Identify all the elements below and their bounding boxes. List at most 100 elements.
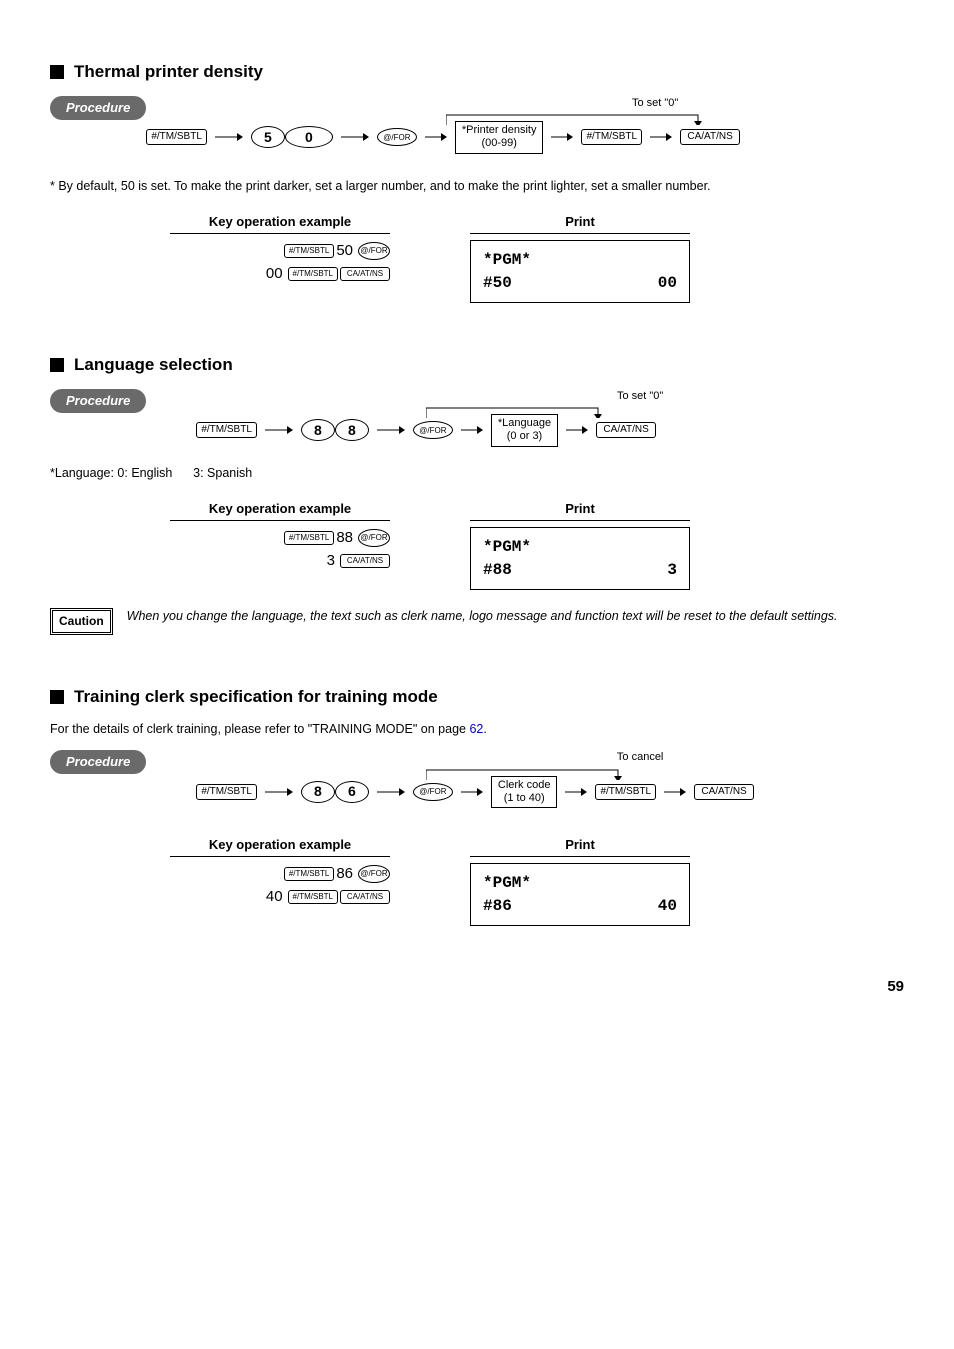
keyop-header: Key operation example [170, 213, 390, 234]
print-header: Print [470, 213, 690, 234]
key-caatns: CA/AT/NS [340, 267, 390, 281]
section-title: Training clerk specification for trainin… [50, 685, 904, 709]
key-for: @/FOR [358, 242, 390, 260]
key-for: @/FOR [413, 783, 453, 801]
keyop-lines: #/TM/SBTL 88 @/FOR 3 CA/AT/NS [170, 527, 390, 571]
to-set-label: To set "0" [406, 96, 904, 111]
value-box: *Language (0 or 3) [491, 414, 558, 446]
flow-diagram: #/TM/SBTL 5 0 @/FOR *Printer density (00… [146, 121, 904, 153]
key-tmsbtl: #/TM/SBTL [196, 422, 257, 438]
key-for: @/FOR [358, 529, 390, 547]
arrow-icon [257, 425, 301, 435]
arrow-icon [207, 132, 251, 142]
subnote-a: For the details of clerk training, pleas… [50, 722, 469, 736]
keyop-num: 40 [266, 886, 283, 907]
print-val: 3 [667, 559, 677, 581]
flow-diagram: #/TM/SBTL 8 8 @/FOR *Language (0 or 3) C… [196, 414, 904, 446]
value-box: Clerk code (1 to 40) [491, 776, 558, 808]
section-language: Language selection Procedure To set "0" … [50, 353, 904, 635]
keyop-num: 88 [336, 527, 353, 548]
value-box-l2: (00-99) [481, 137, 516, 149]
example-row: Key operation example #/TM/SBTL 86 @/FOR… [170, 836, 904, 926]
arrow-icon [417, 132, 455, 142]
key-tmsbtl: #/TM/SBTL [284, 531, 334, 545]
example-row: Key operation example #/TM/SBTL 50 @/FOR… [170, 213, 904, 303]
print-receipt: *PGM* #50 00 [470, 240, 690, 303]
print-val: 00 [658, 272, 677, 294]
print-val: 40 [658, 895, 677, 917]
section-thermal: Thermal printer density Procedure To set… [50, 60, 904, 303]
key-tmsbtl: #/TM/SBTL [595, 784, 656, 800]
language-note: *Language: 0: English 3: Spanish [50, 465, 904, 483]
key-digit: 6 [335, 781, 369, 803]
arrow-icon [453, 425, 491, 435]
print-receipt: *PGM* #88 3 [470, 527, 690, 590]
key-caatns: CA/AT/NS [596, 422, 656, 438]
flow-diagram: #/TM/SBTL 8 6 @/FOR Clerk code (1 to 40)… [196, 776, 904, 808]
key-tmsbtl: #/TM/SBTL [581, 129, 642, 145]
to-set-label: To set "0" [376, 389, 904, 404]
section-bullet [50, 358, 64, 372]
print-line: *PGM* [483, 536, 677, 558]
print-header: Print [470, 836, 690, 857]
key-tmsbtl: #/TM/SBTL [146, 129, 207, 145]
section-training: Training clerk specification for trainin… [50, 685, 904, 926]
section-title: Language selection [50, 353, 904, 377]
arrow-icon [333, 132, 377, 142]
to-cancel-label: To cancel [376, 750, 904, 765]
print-receipt: *PGM* #86 40 [470, 863, 690, 926]
key-for: @/FOR [358, 865, 390, 883]
arrow-icon [558, 425, 596, 435]
arrow-icon [369, 787, 413, 797]
procedure-badge: Procedure [50, 389, 146, 413]
print-code: #88 [483, 559, 512, 581]
footnote: * By default, 50 is set. To make the pri… [50, 178, 904, 196]
key-tmsbtl: #/TM/SBTL [196, 784, 257, 800]
value-box-l2: (1 to 40) [504, 792, 545, 804]
procedure-badge: Procedure [50, 750, 146, 774]
key-digit: 0 [285, 126, 333, 148]
print-line: *PGM* [483, 872, 677, 894]
section-bullet [50, 65, 64, 79]
caution-row: Caution When you change the language, th… [50, 608, 904, 635]
keyop-num: 50 [336, 240, 353, 261]
arrow-icon [543, 132, 581, 142]
keyop-num: 86 [336, 863, 353, 884]
value-box-l1: *Language [498, 417, 551, 429]
key-tmsbtl: #/TM/SBTL [288, 267, 338, 281]
key-caatns: CA/AT/NS [694, 784, 754, 800]
value-box: *Printer density (00-99) [455, 121, 544, 153]
key-for: @/FOR [413, 421, 453, 439]
key-digit: 8 [335, 419, 369, 441]
keyop-header: Key operation example [170, 500, 390, 521]
page-link[interactable]: 62 [469, 722, 483, 736]
section-title-text: Training clerk specification for trainin… [74, 685, 438, 709]
procedure-badge: Procedure [50, 96, 146, 120]
key-tmsbtl: #/TM/SBTL [288, 890, 338, 904]
key-digit: 5 [251, 126, 285, 148]
caution-text: When you change the language, the text s… [127, 608, 904, 626]
section-title-text: Thermal printer density [74, 60, 263, 84]
section-title: Thermal printer density [50, 60, 904, 84]
key-tmsbtl: #/TM/SBTL [284, 867, 334, 881]
value-box-l1: Clerk code [498, 779, 551, 791]
key-tmsbtl: #/TM/SBTL [284, 244, 334, 258]
keyop-lines: #/TM/SBTL 50 @/FOR 00 #/TM/SBTL CA/AT/NS [170, 240, 390, 284]
arrow-icon [656, 787, 694, 797]
keyop-header: Key operation example [170, 836, 390, 857]
caution-badge: Caution [50, 608, 113, 635]
page-number: 59 [50, 976, 904, 997]
key-caatns: CA/AT/NS [680, 129, 740, 145]
arrow-icon [369, 425, 413, 435]
keyop-num: 00 [266, 263, 283, 284]
keyop-lines: #/TM/SBTL 86 @/FOR 40 #/TM/SBTL CA/AT/NS [170, 863, 390, 907]
print-code: #86 [483, 895, 512, 917]
print-line: *PGM* [483, 249, 677, 271]
arrow-icon [557, 787, 595, 797]
section-title-text: Language selection [74, 353, 233, 377]
arrow-icon [642, 132, 680, 142]
key-for: @/FOR [377, 128, 417, 146]
arrow-icon [257, 787, 301, 797]
example-row: Key operation example #/TM/SBTL 88 @/FOR… [170, 500, 904, 590]
training-subnote: For the details of clerk training, pleas… [50, 721, 904, 739]
